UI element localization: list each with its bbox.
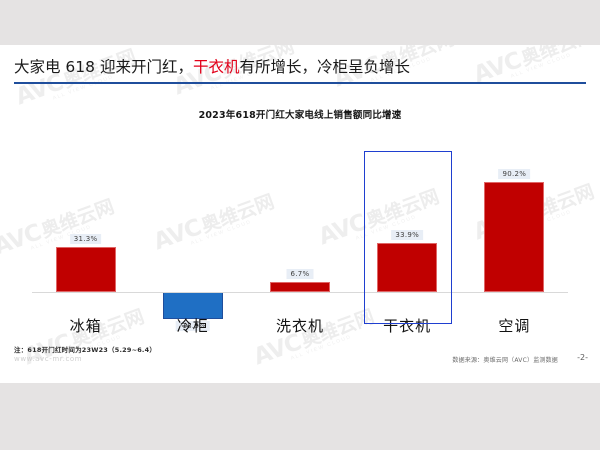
bar-air-conditioner[interactable]	[484, 182, 545, 292]
headline-suffix: 有所增长，冷柜呈负增长	[239, 58, 410, 76]
slide-headline-block: 大家电 618 迎来开门红，干衣机有所增长，冷柜呈负增长	[14, 57, 586, 84]
bar-value-label-2: 6.7%	[286, 269, 314, 279]
presentation-slide: AVC奥维云网 ALL VIEW CLOUD AVC奥维云网 ALL VIEW …	[0, 45, 600, 383]
bar-chart-plot-area: 31.3% -18.9% 6.7% 33.9% 90.2%	[32, 135, 568, 331]
category-label-air-conditioner: 空调	[498, 317, 531, 335]
bar-dryer[interactable]	[377, 243, 438, 292]
headline-highlight: 干衣机	[192, 58, 240, 76]
category-label-refrigerator: 冰箱	[69, 317, 102, 335]
category-label-freezer: 冷柜	[176, 317, 209, 335]
bar-slot-2: 6.7%	[246, 135, 353, 310]
website-text: www.avc-mr.com	[14, 355, 83, 363]
x-axis-category-labels: 冰箱 冷柜 洗衣机 干衣机 空调	[32, 315, 568, 349]
bar-washing-machine[interactable]	[269, 282, 330, 292]
zero-axis-line	[32, 292, 568, 293]
category-label-washing-machine: 洗衣机	[275, 317, 324, 335]
bar-value-label-3: 33.9%	[391, 230, 424, 240]
page-number: -2-	[577, 353, 588, 362]
bar-refrigerator[interactable]	[55, 247, 116, 292]
bar-slot-3: 33.9%	[354, 135, 461, 310]
dryer-highlight-box	[364, 151, 452, 324]
headline-prefix: 大家电 618 迎来开门红，	[14, 58, 193, 76]
footnote-text: 注：618开门红时间为23W23（5.29~6.4）	[14, 346, 157, 354]
category-label-dryer: 干衣机	[383, 317, 432, 335]
headline-divider	[14, 82, 586, 84]
bar-value-label-0: 31.3%	[69, 234, 102, 244]
footnote-block: 注：618开门红时间为23W23（5.29~6.4） www.avc-mr.co…	[14, 344, 156, 363]
page-title: 大家电 618 迎来开门红，干衣机有所增长，冷柜呈负增长	[14, 57, 586, 77]
data-source-text: 数据来源：奥维云网（AVC）监测数据	[452, 357, 558, 364]
bar-value-label-4: 90.2%	[498, 169, 531, 179]
bar-slot-1: -18.9%	[139, 135, 246, 331]
bar-slot-0: 31.3%	[32, 135, 139, 310]
chart-title: 2023年618开门红大家电线上销售额同比增速	[198, 110, 402, 121]
bar-value-label-1: -18.9%	[175, 321, 211, 331]
bar-slot-4: 90.2%	[461, 135, 568, 310]
